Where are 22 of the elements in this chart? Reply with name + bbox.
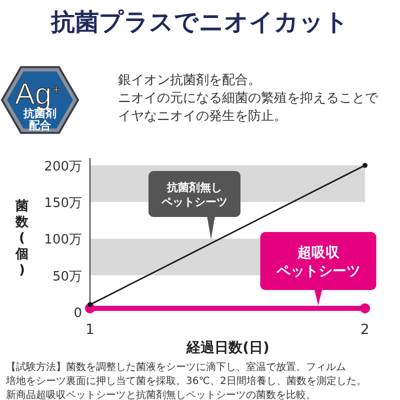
- y-tick-label: 200万: [44, 159, 82, 174]
- text: 培地をシーツ裏面に押し当て菌を採取。36℃、2日間培養し、菌数を測定した。: [5, 375, 366, 387]
- y-tick-label: 50万: [52, 269, 82, 284]
- y-tick-label: 0: [74, 306, 82, 321]
- x-tick-label: 2: [360, 322, 370, 338]
- y-tick-label: 100万: [44, 232, 82, 248]
- point: [88, 302, 92, 308]
- text: イヤなニオイの発生を防止。: [118, 109, 287, 124]
- text: 抗菌剤無しペットシーツ: [160, 181, 228, 208]
- x-tick-label: 1: [86, 322, 94, 338]
- x-axis-title: 経過日数(日): [186, 340, 270, 356]
- point: [362, 162, 368, 168]
- text: 新商品超吸収ペットシーツと抗菌剤無しペットシーツの菌数を比較。: [6, 389, 316, 400]
- text: 配合: [29, 119, 52, 132]
- text: 【試験方法】菌数を調整した菌液をシーツに滴下し、室温で放置。フィルム: [6, 361, 346, 373]
- text: ニオイの元になる細菌の繁殖を抑えることで: [118, 91, 379, 106]
- y-axis-title: 菌数(個): [14, 199, 30, 278]
- y-tick-label: 150万: [44, 196, 82, 211]
- chart-title: 抗菌プラスでニオイカット: [50, 8, 349, 36]
- point: [360, 303, 370, 314]
- series-label: 超吸収ペットシーツ: [275, 245, 360, 280]
- chart-subtitle: 銀イオン抗菌剤を配合。: [118, 73, 261, 88]
